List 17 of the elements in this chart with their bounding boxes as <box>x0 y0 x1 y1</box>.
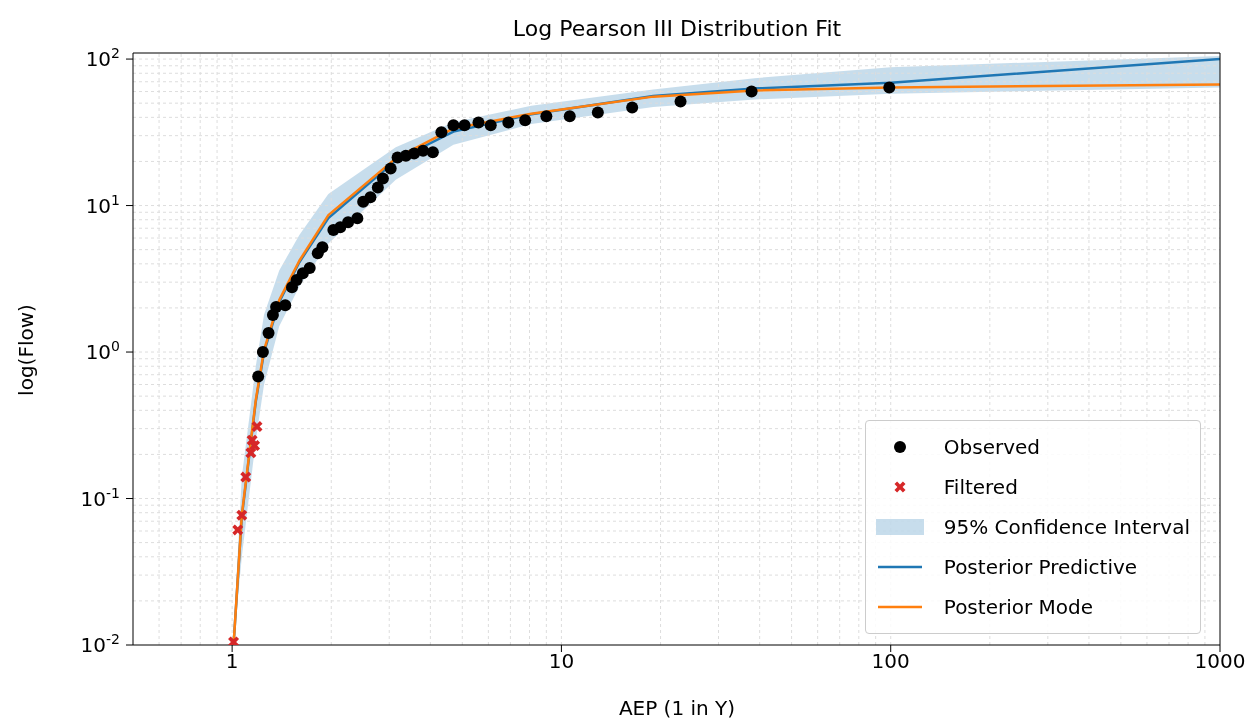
x-tick-label: 100 <box>871 649 910 674</box>
x-axis-title: AEP (1 in Y) <box>617 696 737 720</box>
legend-label: Posterior Predictive <box>943 555 1138 579</box>
x-tick-label: 1000 <box>1194 649 1246 674</box>
y-tick-label: 10$^{-1}$ <box>80 484 120 511</box>
legend-label: Observed <box>943 435 1041 459</box>
chart-title: Log Pearson III Distribution Fit <box>511 16 843 41</box>
legend-label: Filtered <box>943 475 1018 499</box>
annotation: 95% Confidence Interval <box>943 515 1190 539</box>
y-tick-label: 10$^{1}$ <box>85 191 120 218</box>
legend-label: Posterior Mode <box>943 595 1094 619</box>
y-tick-label: 10$^{-2}$ <box>80 631 120 657</box>
x-tick-label: 1 <box>225 649 239 674</box>
x-tick-label: 10 <box>548 649 575 674</box>
y-tick-label: 10$^{0}$ <box>85 338 120 365</box>
y-tick-label: 10$^{2}$ <box>85 45 120 72</box>
y-axis-title: log(Flow) <box>14 303 38 398</box>
